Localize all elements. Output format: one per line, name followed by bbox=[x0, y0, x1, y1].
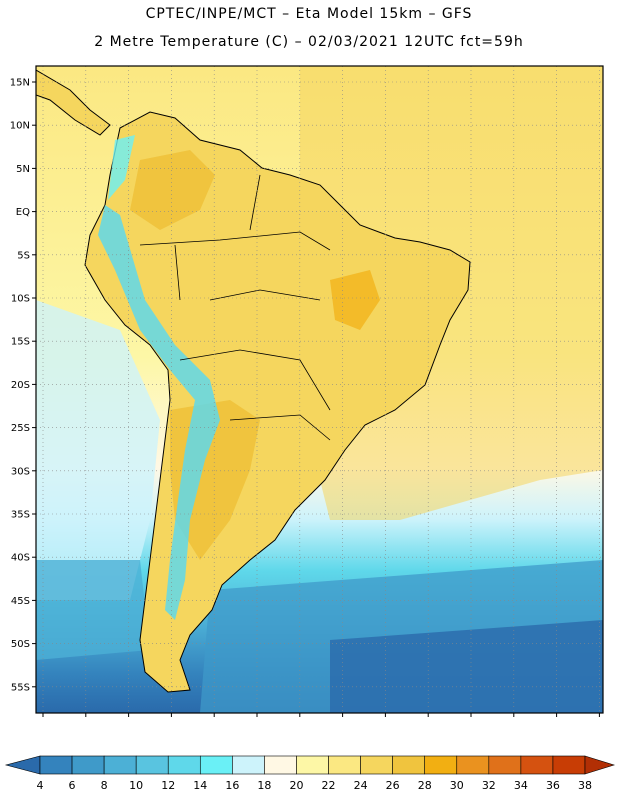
graticule bbox=[36, 66, 603, 713]
central-america-land bbox=[36, 69, 111, 136]
colorbar-label: 6 bbox=[69, 779, 76, 792]
colorbar-swatch bbox=[39, 755, 73, 775]
temperature-map: 15N 10N 5N EQ 5S 10S 15S 20S 25S 30S 35S 40S 45S 50S 5… bbox=[10, 65, 611, 720]
country-borders bbox=[139, 174, 331, 441]
andes-cold-spine bbox=[98, 205, 220, 620]
colorbar-label: 14 bbox=[193, 779, 207, 792]
lat-tick-label: 45S bbox=[11, 596, 30, 607]
colorbar-swatch bbox=[488, 755, 522, 775]
colorbar-swatch bbox=[360, 755, 393, 775]
lon-tick-label: 30W bbox=[502, 719, 525, 720]
colorbar-label: 22 bbox=[322, 779, 336, 792]
lat-tick-label: 10N bbox=[10, 121, 30, 132]
colorbar-swatch bbox=[264, 755, 297, 775]
lon-tick-label: 20W bbox=[588, 719, 611, 720]
map-frame bbox=[35, 65, 604, 714]
lon-tick-label: 35W bbox=[460, 719, 483, 720]
colorbar: 4 6 8 10 12 14 16 18 20 22 24 26 28 30 32 34 36 38 bbox=[4, 755, 616, 792]
lon-tick-label: 75W bbox=[117, 719, 140, 720]
colorbar-swatch bbox=[328, 755, 361, 775]
lat-tick-label: 30S bbox=[11, 466, 30, 477]
colorbar-label: 8 bbox=[101, 779, 108, 792]
colorbar-label: 26 bbox=[386, 779, 400, 792]
colorbar-label: 36 bbox=[546, 779, 560, 792]
colorbar-high-arrow bbox=[584, 755, 616, 775]
map-title-line-2: 2 Metre Temperature (C) – 02/03/2021 12U… bbox=[94, 34, 524, 50]
colorbar-label: 12 bbox=[161, 779, 175, 792]
pacific-cool-tongue bbox=[36, 300, 160, 600]
colorbar-label: 18 bbox=[257, 779, 271, 792]
colorbar-swatch bbox=[456, 755, 490, 775]
map-title-line-1: CPTEC/INPE/MCT – Eta Model 15km – GFS bbox=[145, 6, 473, 22]
colorbar-label: 38 bbox=[578, 779, 592, 792]
longitude-axis: 85W 80W 75W 70W 65W 60W 55W 50W 45W 40W 35W 30W 25W 2… bbox=[32, 713, 611, 720]
lon-tick-label: 50W bbox=[331, 719, 354, 720]
colorbar-label: 20 bbox=[289, 779, 303, 792]
colorbar-swatch bbox=[71, 755, 105, 775]
north-andes-cold bbox=[108, 135, 135, 200]
colorbar-label: 28 bbox=[418, 779, 432, 792]
lon-tick-label: 45W bbox=[374, 719, 397, 720]
colorbar-swatches bbox=[4, 755, 616, 775]
lat-tick-label: 25S bbox=[11, 423, 30, 434]
colorbar-low-arrow bbox=[4, 755, 41, 775]
lon-tick-label: 25W bbox=[545, 719, 568, 720]
colorbar-labels: 4 6 8 10 12 14 16 18 20 22 24 26 28 30 32 34 36 38 bbox=[37, 779, 593, 792]
lon-tick-label: 60W bbox=[246, 719, 269, 720]
colorbar-label: 4 bbox=[37, 779, 44, 792]
colorbar-swatch bbox=[392, 755, 426, 775]
colorbar-swatch bbox=[232, 755, 265, 775]
lat-tick-label: 40S bbox=[11, 553, 30, 564]
colorbar-label: 34 bbox=[514, 779, 528, 792]
colorbar-swatch bbox=[167, 755, 201, 775]
lat-tick-label: 10S bbox=[11, 294, 30, 305]
lat-tick-label: 15N bbox=[10, 78, 30, 89]
lat-tick-label: 5N bbox=[16, 164, 30, 175]
colorbar-swatch bbox=[424, 755, 458, 775]
colorbar-label: 30 bbox=[450, 779, 464, 792]
latitude-axis: 15N 10N 5N EQ 5S 10S 15S 20S 25S 30S 35S 40S 45S 50S 5… bbox=[10, 78, 36, 693]
colorbar-swatch bbox=[103, 755, 137, 775]
lat-tick-label: 20S bbox=[11, 380, 30, 391]
colorbar-swatch bbox=[296, 755, 329, 775]
lat-tick-label: 55S bbox=[11, 682, 30, 693]
lat-tick-label: 15S bbox=[11, 337, 30, 348]
pacific-cold-field bbox=[36, 560, 150, 660]
colorbar-swatch bbox=[135, 755, 169, 775]
lon-tick-label: 40W bbox=[417, 719, 440, 720]
lon-tick-label: 85W bbox=[32, 719, 55, 720]
lon-tick-label: 55W bbox=[288, 719, 311, 720]
lat-tick-label: 35S bbox=[11, 510, 30, 521]
deep-south-cold-field bbox=[330, 620, 603, 713]
lon-tick-label: 70W bbox=[160, 719, 183, 720]
colorbar-swatch bbox=[520, 755, 554, 775]
colorbar-label: 10 bbox=[129, 779, 143, 792]
lat-tick-label: EQ bbox=[16, 207, 30, 218]
colombia-warm-patch bbox=[130, 150, 215, 230]
map-field bbox=[36, 66, 603, 713]
colorbar-swatch bbox=[199, 755, 233, 775]
lon-tick-label: 65W bbox=[203, 719, 226, 720]
colorbar-label: 24 bbox=[354, 779, 368, 792]
colorbar-swatch bbox=[552, 755, 586, 775]
colorbar-label: 16 bbox=[225, 779, 239, 792]
lon-tick-label: 80W bbox=[74, 719, 97, 720]
lat-tick-label: 5S bbox=[17, 250, 30, 261]
colorbar-label: 32 bbox=[482, 779, 496, 792]
lat-tick-label: 50S bbox=[11, 639, 30, 650]
